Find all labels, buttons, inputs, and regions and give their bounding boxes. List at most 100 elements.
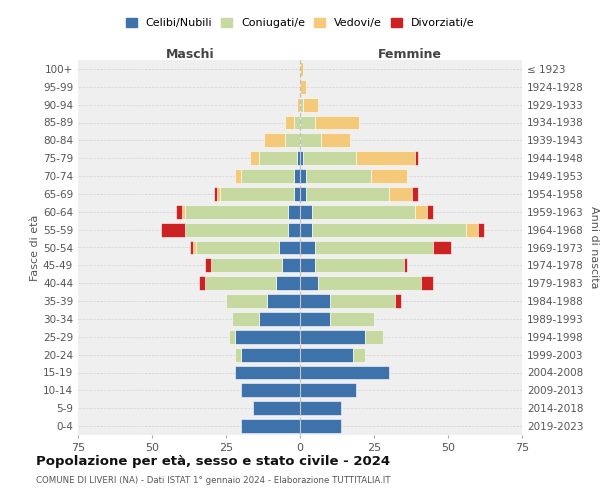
Bar [294,169,300,183]
Bar [176,205,182,219]
Bar [241,384,300,398]
Bar [235,348,241,362]
Bar [478,222,484,236]
Bar [229,330,235,344]
Bar [365,330,383,344]
Bar [315,116,359,130]
Bar [300,98,303,112]
Bar [285,116,294,130]
Bar [161,222,185,236]
Bar [297,98,300,112]
Bar [300,205,312,219]
Bar [205,258,211,272]
Y-axis label: Anni di nascita: Anni di nascita [589,206,599,289]
Bar [282,258,300,272]
Text: COMUNE DI LIVERI (NA) - Dati ISTAT 1° gennaio 2024 - Elaborazione TUTTITALIA.IT: COMUNE DI LIVERI (NA) - Dati ISTAT 1° ge… [36,476,391,485]
Bar [321,134,350,147]
Bar [312,205,415,219]
Bar [217,187,220,201]
Bar [241,169,294,183]
Bar [235,169,241,183]
Bar [297,151,300,165]
Bar [300,151,303,165]
Bar [185,222,288,236]
Bar [300,116,315,130]
Bar [421,276,433,290]
Bar [415,205,427,219]
Bar [303,98,318,112]
Bar [185,205,288,219]
Text: Femmine: Femmine [377,48,442,61]
Bar [241,419,300,433]
Bar [294,116,300,130]
Text: Maschi: Maschi [166,48,215,61]
Bar [300,330,365,344]
Bar [193,240,196,254]
Bar [315,258,404,272]
Bar [356,151,415,165]
Bar [404,258,407,272]
Bar [199,276,205,290]
Bar [285,134,300,147]
Bar [235,366,300,380]
Bar [306,187,389,201]
Bar [279,240,300,254]
Bar [300,294,329,308]
Bar [259,151,297,165]
Bar [303,151,356,165]
Bar [371,169,407,183]
Bar [211,258,282,272]
Bar [220,187,294,201]
Bar [300,366,389,380]
Bar [389,187,412,201]
Bar [241,348,300,362]
Bar [196,240,279,254]
Bar [190,240,193,254]
Bar [412,187,418,201]
Bar [300,134,321,147]
Y-axis label: Fasce di età: Fasce di età [30,214,40,280]
Bar [232,312,259,326]
Bar [300,312,329,326]
Bar [300,80,306,94]
Bar [259,312,300,326]
Legend: Celibi/Nubili, Coniugati/e, Vedovi/e, Divorziati/e: Celibi/Nubili, Coniugati/e, Vedovi/e, Di… [121,13,479,32]
Bar [306,169,371,183]
Bar [214,187,217,201]
Bar [353,348,365,362]
Bar [300,401,341,415]
Bar [433,240,451,254]
Bar [226,294,268,308]
Bar [300,222,312,236]
Bar [300,419,341,433]
Bar [300,62,303,76]
Bar [315,240,433,254]
Bar [265,134,285,147]
Text: Popolazione per età, sesso e stato civile - 2024: Popolazione per età, sesso e stato civil… [36,455,390,468]
Bar [300,240,315,254]
Bar [294,187,300,201]
Bar [300,169,306,183]
Bar [395,294,401,308]
Bar [427,205,433,219]
Bar [300,384,356,398]
Bar [329,312,374,326]
Bar [329,294,395,308]
Bar [466,222,478,236]
Bar [277,276,300,290]
Bar [312,222,466,236]
Bar [300,348,353,362]
Bar [205,276,277,290]
Bar [300,276,318,290]
Bar [288,205,300,219]
Bar [318,276,421,290]
Bar [300,187,306,201]
Bar [253,401,300,415]
Bar [300,258,315,272]
Bar [250,151,259,165]
Bar [182,205,185,219]
Bar [415,151,418,165]
Bar [268,294,300,308]
Bar [288,222,300,236]
Bar [235,330,300,344]
